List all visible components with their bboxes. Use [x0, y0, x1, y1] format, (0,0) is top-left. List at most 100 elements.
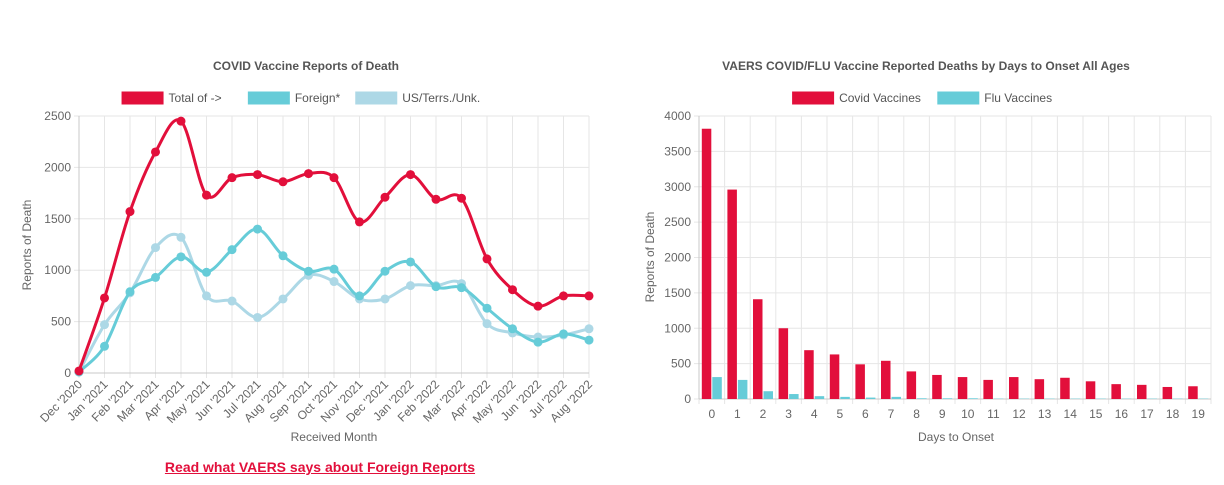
- bar[interactable]: [727, 189, 737, 399]
- bar[interactable]: [906, 371, 917, 399]
- data-point[interactable]: [482, 254, 492, 264]
- bar[interactable]: [1188, 386, 1198, 399]
- data-point[interactable]: [355, 217, 364, 227]
- data-point[interactable]: [380, 294, 390, 304]
- bar[interactable]: [1085, 381, 1096, 399]
- y-tick-label: 3000: [664, 180, 691, 194]
- data-point[interactable]: [100, 320, 109, 330]
- data-point[interactable]: [202, 190, 211, 200]
- legend-swatch: [355, 91, 398, 105]
- data-point[interactable]: [100, 341, 109, 351]
- legend-item[interactable]: Total of ->: [121, 91, 222, 105]
- data-point[interactable]: [584, 324, 594, 334]
- data-point[interactable]: [151, 147, 160, 157]
- bar[interactable]: [917, 398, 927, 399]
- legend-item[interactable]: US/Terrs./Unk.: [355, 91, 480, 105]
- legend-item[interactable]: Foreign*: [247, 91, 341, 105]
- bar[interactable]: [840, 396, 850, 399]
- legend-item[interactable]: Flu Vaccines: [937, 91, 1052, 105]
- data-point[interactable]: [482, 303, 492, 313]
- data-point[interactable]: [533, 337, 543, 347]
- legend-label: Flu Vaccines: [984, 91, 1052, 105]
- bar[interactable]: [968, 398, 978, 399]
- bar[interactable]: [1137, 384, 1147, 399]
- y-tick-label: 4000: [664, 109, 691, 123]
- bar[interactable]: [763, 391, 774, 399]
- bar[interactable]: [891, 396, 902, 399]
- data-point[interactable]: [176, 252, 186, 262]
- data-point[interactable]: [508, 285, 517, 295]
- data-point[interactable]: [202, 267, 211, 277]
- data-point[interactable]: [176, 232, 186, 242]
- bar[interactable]: [1060, 377, 1070, 399]
- data-point[interactable]: [304, 266, 313, 276]
- bar[interactable]: [1034, 379, 1045, 399]
- data-point[interactable]: [202, 291, 211, 301]
- bar[interactable]: [1111, 384, 1121, 399]
- bar[interactable]: [814, 396, 825, 399]
- data-point[interactable]: [125, 207, 135, 217]
- bar[interactable]: [701, 128, 712, 400]
- data-point[interactable]: [151, 272, 160, 282]
- bar[interactable]: [957, 377, 968, 399]
- legend-item[interactable]: Covid Vaccines: [792, 91, 921, 105]
- series-1: [712, 377, 1209, 399]
- data-point[interactable]: [227, 173, 237, 183]
- bar[interactable]: [932, 374, 942, 399]
- data-point[interactable]: [227, 245, 237, 255]
- data-point[interactable]: [355, 291, 364, 301]
- data-point[interactable]: [176, 116, 186, 126]
- data-point[interactable]: [380, 266, 390, 276]
- data-point[interactable]: [304, 169, 313, 179]
- data-point[interactable]: [151, 243, 160, 253]
- data-point[interactable]: [559, 291, 568, 301]
- bar[interactable]: [1009, 377, 1019, 399]
- bar[interactable]: [855, 364, 865, 399]
- bar[interactable]: [804, 350, 814, 399]
- data-point[interactable]: [584, 291, 594, 301]
- data-point[interactable]: [431, 282, 441, 292]
- bar[interactable]: [865, 397, 876, 399]
- x-tick-label: 18: [1166, 407, 1180, 421]
- bar[interactable]: [712, 377, 722, 399]
- data-point[interactable]: [431, 194, 441, 204]
- foreign-reports-link[interactable]: Read what VAERS says about Foreign Repor…: [164, 459, 476, 475]
- data-point[interactable]: [278, 177, 288, 187]
- data-point[interactable]: [406, 281, 415, 291]
- bar[interactable]: [1162, 386, 1173, 399]
- x-tick-label: 17: [1140, 407, 1154, 421]
- y-tick-label: 1000: [664, 321, 691, 335]
- data-point[interactable]: [329, 277, 339, 287]
- bar[interactable]: [983, 379, 993, 399]
- data-point[interactable]: [278, 251, 288, 261]
- data-point[interactable]: [533, 301, 543, 311]
- bar[interactable]: [789, 394, 799, 399]
- data-point[interactable]: [100, 293, 109, 303]
- data-point[interactable]: [559, 329, 568, 339]
- data-point[interactable]: [457, 193, 466, 203]
- data-point[interactable]: [406, 257, 415, 267]
- data-point[interactable]: [457, 283, 466, 293]
- data-point[interactable]: [584, 335, 594, 345]
- bar[interactable]: [829, 354, 840, 399]
- data-point[interactable]: [227, 296, 237, 306]
- data-point[interactable]: [380, 192, 390, 202]
- data-point[interactable]: [125, 287, 135, 297]
- data-point[interactable]: [482, 319, 492, 329]
- data-point[interactable]: [253, 170, 262, 180]
- data-point[interactable]: [406, 170, 415, 180]
- y-tick-label: 500: [671, 357, 691, 371]
- bar[interactable]: [737, 379, 748, 399]
- bar[interactable]: [942, 398, 953, 399]
- data-point[interactable]: [329, 173, 339, 183]
- legend: Total of -> Foreign* US/Terrs./Unk.: [121, 91, 480, 105]
- bar[interactable]: [881, 360, 891, 399]
- data-point[interactable]: [508, 324, 517, 334]
- data-point[interactable]: [253, 312, 262, 322]
- data-point[interactable]: [74, 366, 84, 376]
- data-point[interactable]: [278, 294, 288, 304]
- bar[interactable]: [778, 328, 789, 399]
- data-point[interactable]: [329, 264, 339, 274]
- bar[interactable]: [753, 299, 763, 399]
- data-point[interactable]: [253, 224, 262, 234]
